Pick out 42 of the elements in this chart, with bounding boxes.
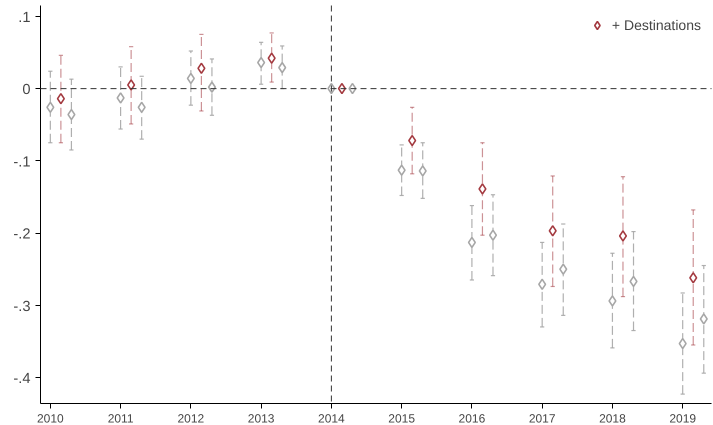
point bbox=[256, 56, 266, 68]
y-tick-label: -.1 bbox=[13, 154, 31, 170]
x-tick-label: 2010 bbox=[36, 412, 64, 425]
point bbox=[689, 272, 698, 284]
x-tick-label: 2011 bbox=[108, 412, 134, 425]
point bbox=[678, 338, 687, 350]
point bbox=[46, 102, 54, 114]
point bbox=[278, 62, 286, 74]
point bbox=[488, 229, 498, 241]
x-tick-label: 2014 bbox=[318, 412, 346, 425]
point bbox=[116, 92, 125, 104]
point bbox=[478, 183, 487, 195]
point bbox=[559, 263, 568, 275]
x-tick-label: 2018 bbox=[599, 412, 626, 425]
x-tick-label: 2012 bbox=[178, 412, 205, 425]
point bbox=[138, 102, 146, 114]
x-tick-label: 2016 bbox=[458, 412, 486, 425]
point bbox=[538, 278, 546, 290]
x-tick-label: 2015 bbox=[388, 412, 416, 425]
point bbox=[700, 313, 708, 325]
point bbox=[629, 276, 638, 288]
point bbox=[56, 92, 66, 104]
point bbox=[127, 79, 136, 91]
point bbox=[398, 164, 406, 176]
point bbox=[548, 225, 557, 237]
point bbox=[608, 295, 617, 307]
point bbox=[468, 236, 476, 248]
point bbox=[408, 134, 416, 146]
legend-label: + Destinations bbox=[612, 17, 701, 33]
point bbox=[186, 72, 195, 84]
y-tick-label: 0 bbox=[22, 82, 31, 98]
x-tick-label: 2017 bbox=[528, 412, 556, 425]
x-tick-label: 2019 bbox=[669, 412, 696, 425]
point bbox=[197, 62, 206, 74]
point bbox=[418, 165, 427, 177]
y-tick-label: .1 bbox=[18, 10, 31, 26]
y-tick-label: -.4 bbox=[13, 370, 31, 387]
point bbox=[67, 108, 76, 120]
y-tick-label: -.3 bbox=[13, 298, 31, 315]
point bbox=[618, 230, 628, 242]
x-tick-label: 2013 bbox=[248, 412, 275, 425]
y-tick-label: -.2 bbox=[13, 226, 31, 243]
